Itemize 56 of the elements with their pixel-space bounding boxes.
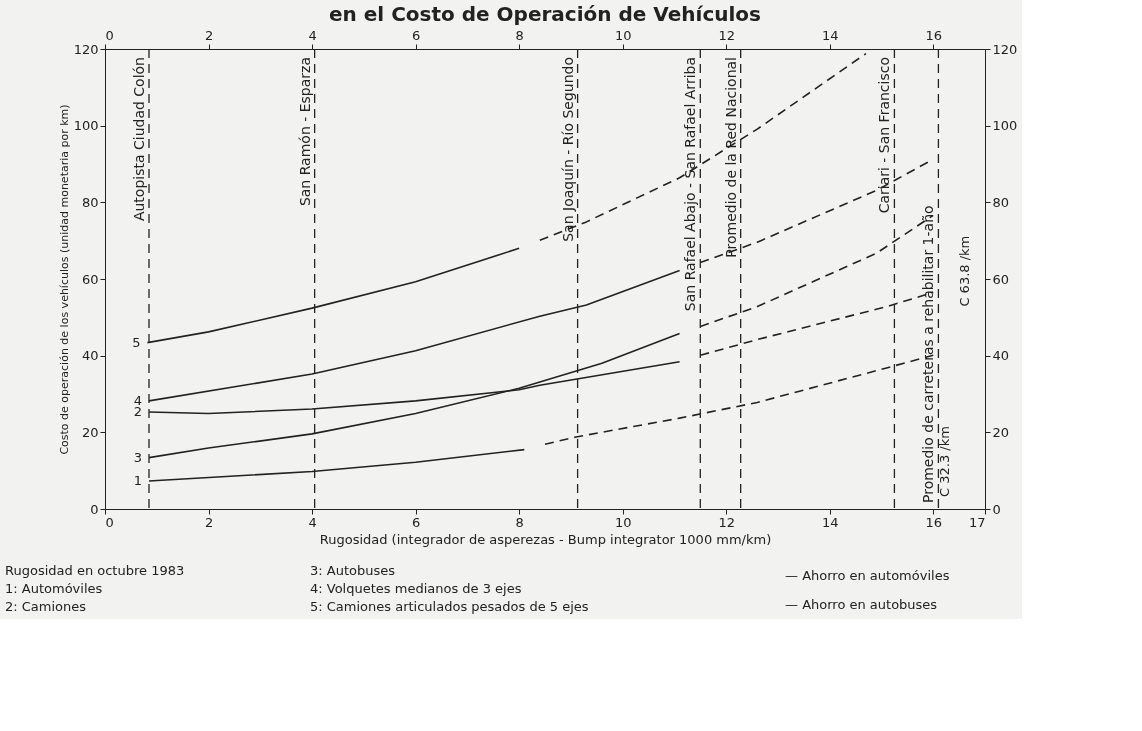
y-tick-label: 0	[90, 501, 99, 517]
series-label: 1	[133, 473, 142, 489]
y2-tick-label: 80	[992, 194, 1010, 210]
series-label: 5	[132, 334, 141, 350]
ref-line-label: Cariari - San Francisco	[876, 57, 893, 214]
y-tick-label: 20	[81, 424, 99, 440]
x2-tick-label: 6	[411, 27, 421, 43]
y-tick-label: 60	[81, 271, 99, 287]
text: 2: Camiones	[5, 599, 87, 614]
x2-tick-label: 16	[925, 27, 943, 43]
annotation: C 32.3 /km	[936, 426, 952, 497]
x2-tick-label: 8	[515, 27, 524, 43]
y2-tick-label: 20	[992, 424, 1010, 440]
y-tick-label: 120	[73, 41, 99, 57]
x-tick-label: 6	[411, 514, 421, 530]
text: — Ahorro en automóviles	[785, 568, 950, 584]
ref-line-label: San Ramón - Esparza	[296, 57, 313, 207]
series-label: 3	[133, 449, 142, 465]
text: Rugosidad en octubre 1983	[5, 563, 185, 578]
ref-line-label: San Rafael Abajo - San Rafael Arriba	[682, 57, 699, 312]
y2-tick-label: 0	[992, 501, 1001, 517]
x-tick-label: 10	[614, 514, 632, 530]
ref-line-label: Promedio de la Red Nacional	[722, 57, 739, 258]
text: 1: Automóviles	[5, 581, 103, 596]
y-tick-label: 100	[73, 118, 99, 134]
x2-tick-label: 12	[718, 27, 735, 43]
y2-tick-label: 60	[992, 271, 1010, 287]
ref-line-label: Promedio de carreteras a rehabilitar 1-año	[920, 205, 937, 503]
y2-tick-label: 40	[992, 348, 1010, 364]
y-tick-label: 40	[81, 348, 99, 364]
y-tick-label: 80	[81, 194, 99, 210]
x-tick-label: 4	[308, 514, 317, 530]
ref-line-label: San Joaquín - Río Segundo	[559, 57, 576, 242]
x-tick-label: 8	[515, 514, 524, 530]
x-tick-label: 12	[718, 514, 735, 530]
x2-tick-label: 0	[105, 27, 114, 43]
text: 5: Camiones articulados pesados de 5 ejes	[310, 599, 589, 614]
x-tick-label: 2	[204, 514, 214, 530]
chart-title: en el Costo de Operación de Vehículos	[329, 2, 761, 26]
y-axis-title: Costo de operación de los vehículos (unidad monetaria por km)	[57, 104, 71, 455]
y2-tick-label: 120	[992, 41, 1018, 57]
text: 4: Volquetes medianos de 3 ejes	[310, 581, 522, 596]
x-tick-label: 17	[968, 514, 986, 530]
x-axis-title: Rugosidad (integrador de asperezas - Bump integrator 1000 mm/km)	[319, 531, 772, 547]
x-tick-label: 0	[105, 514, 114, 530]
text: 3: Autobuses	[310, 563, 396, 578]
ref-line-label: Autopista Ciudad Colón	[131, 57, 147, 222]
x2-tick-label: 2	[204, 27, 214, 43]
x2-tick-label: 14	[821, 27, 839, 43]
annotation: C 63.8 /km	[956, 235, 972, 307]
text: — Ahorro en autobuses	[785, 597, 938, 613]
y2-tick-label: 100	[992, 118, 1018, 134]
x-tick-label: 14	[821, 514, 839, 530]
x-tick-label: 16	[925, 514, 943, 530]
x2-tick-label: 10	[614, 27, 632, 43]
x2-tick-label: 4	[308, 27, 317, 43]
